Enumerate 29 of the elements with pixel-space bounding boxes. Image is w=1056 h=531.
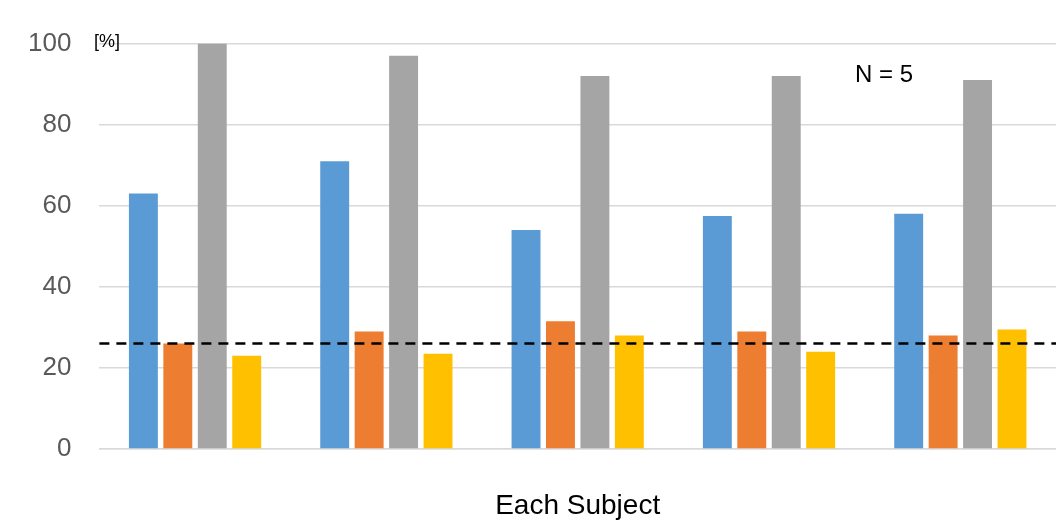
- bar: [806, 351, 836, 449]
- bar: [163, 343, 193, 449]
- bar: [511, 230, 541, 449]
- bar: [128, 193, 158, 449]
- bar: [614, 335, 644, 449]
- bar: [997, 329, 1027, 449]
- annotation: N = 5: [855, 59, 914, 87]
- bar: [354, 331, 384, 449]
- y-tick-label: 80: [42, 107, 72, 138]
- y-tick-label: 40: [42, 270, 72, 301]
- y-tick-label: 20: [42, 351, 72, 382]
- bar: [546, 321, 575, 449]
- y-tick-label: 100: [27, 26, 72, 57]
- bar: [580, 76, 610, 449]
- y-axis-title: [%]: [94, 30, 121, 51]
- bar: [737, 331, 767, 449]
- bar: [771, 76, 801, 449]
- bar: [423, 353, 453, 449]
- bar: [389, 55, 419, 449]
- bar: [928, 335, 958, 449]
- bar: [702, 215, 732, 449]
- bar: [197, 43, 227, 449]
- y-tick-label: 60: [42, 188, 72, 219]
- bar: [894, 213, 924, 449]
- bar: [320, 161, 350, 449]
- x-axis-title: Each Subject: [495, 488, 661, 520]
- bar: [232, 355, 262, 449]
- y-tick-label: 0: [56, 432, 72, 463]
- bar: [963, 80, 993, 449]
